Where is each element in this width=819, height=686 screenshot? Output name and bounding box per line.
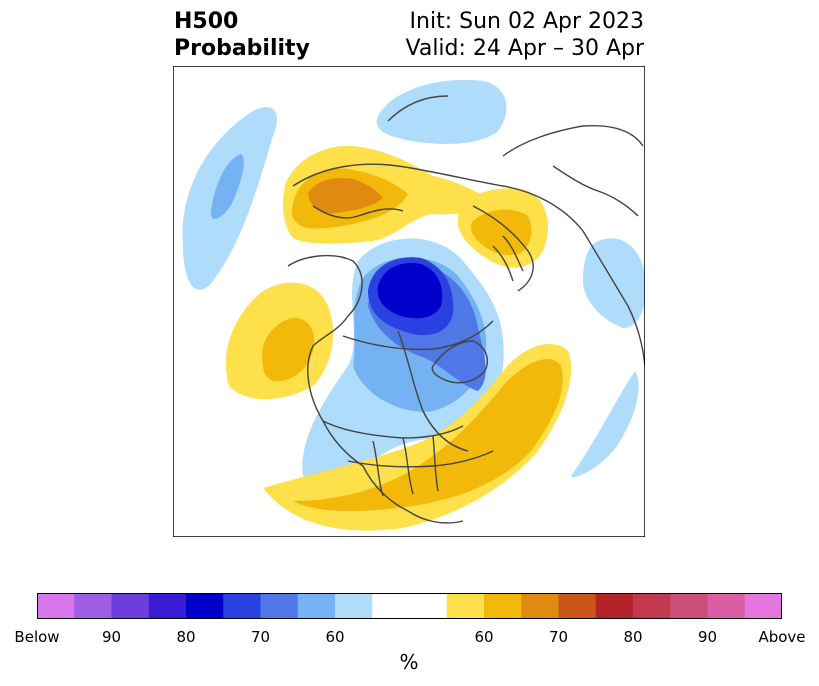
colorbar-cell	[558, 593, 597, 619]
colorbar-cell	[521, 593, 560, 619]
colorbar-tick-label: Above	[758, 628, 806, 646]
init-date: Init: Sun 02 Apr 2023	[409, 9, 644, 34]
probability-map	[173, 66, 645, 537]
coastlines	[287, 95, 645, 524]
colorbar-cell	[260, 593, 299, 619]
title-right: Init: Sun 02 Apr 2023 Valid: 24 Apr – 30…	[406, 8, 645, 62]
colorbar-tick-label: Below	[14, 628, 60, 646]
above-anomaly-siberia-peak	[308, 178, 383, 214]
above-anomaly-europe-core	[470, 209, 532, 256]
below-anomaly-siberia	[376, 79, 507, 144]
colorbar	[37, 593, 782, 619]
colorbar-cell	[744, 593, 782, 619]
colorbar-tick-label: 80	[623, 628, 643, 646]
colorbar-tick-label: 60	[474, 628, 494, 646]
colorbar-cell	[111, 593, 150, 619]
colorbar-cell	[223, 593, 262, 619]
below-anomaly-west-pacific-core	[210, 154, 244, 219]
colorbar-cell	[595, 593, 634, 619]
colorbar-cell	[409, 593, 448, 619]
title-field: Probability	[174, 36, 310, 61]
above-anomaly-north-america	[263, 343, 572, 531]
colorbar-cell	[484, 593, 522, 619]
title-variable: H500	[174, 9, 239, 34]
colorbar-tick-label: 60	[325, 628, 345, 646]
colorbar-cell	[335, 593, 373, 619]
title-left: H500 Probability	[174, 8, 310, 62]
colorbar-tick-label: 90	[101, 628, 122, 646]
above-anomaly-north-america-core	[293, 358, 563, 512]
colorbar-tick-label: 90	[697, 628, 718, 646]
colorbar-tick-label: 80	[176, 628, 196, 646]
colorbar-cell	[74, 593, 113, 619]
colorbar-cell	[633, 593, 671, 619]
colorbar-cell	[297, 593, 336, 619]
colorbar-cell	[446, 593, 485, 619]
valid-range: Valid: 24 Apr – 30 Apr	[405, 36, 645, 61]
colorbar-unit: %	[399, 650, 419, 674]
colorbar-cell	[186, 593, 224, 619]
below-anomaly-canada-peak	[377, 262, 443, 319]
above-anomaly-pacific-core	[262, 317, 315, 382]
colorbar-cell	[707, 593, 746, 619]
colorbar-tick-label: 70	[548, 628, 569, 646]
below-anomaly-atlantic	[571, 371, 639, 478]
colorbar-cell	[372, 593, 411, 619]
colorbar-cell	[37, 593, 75, 619]
colorbar-cell	[670, 593, 709, 619]
colorbar-cell	[148, 593, 187, 619]
colorbar-tick-label: 70	[250, 628, 271, 646]
